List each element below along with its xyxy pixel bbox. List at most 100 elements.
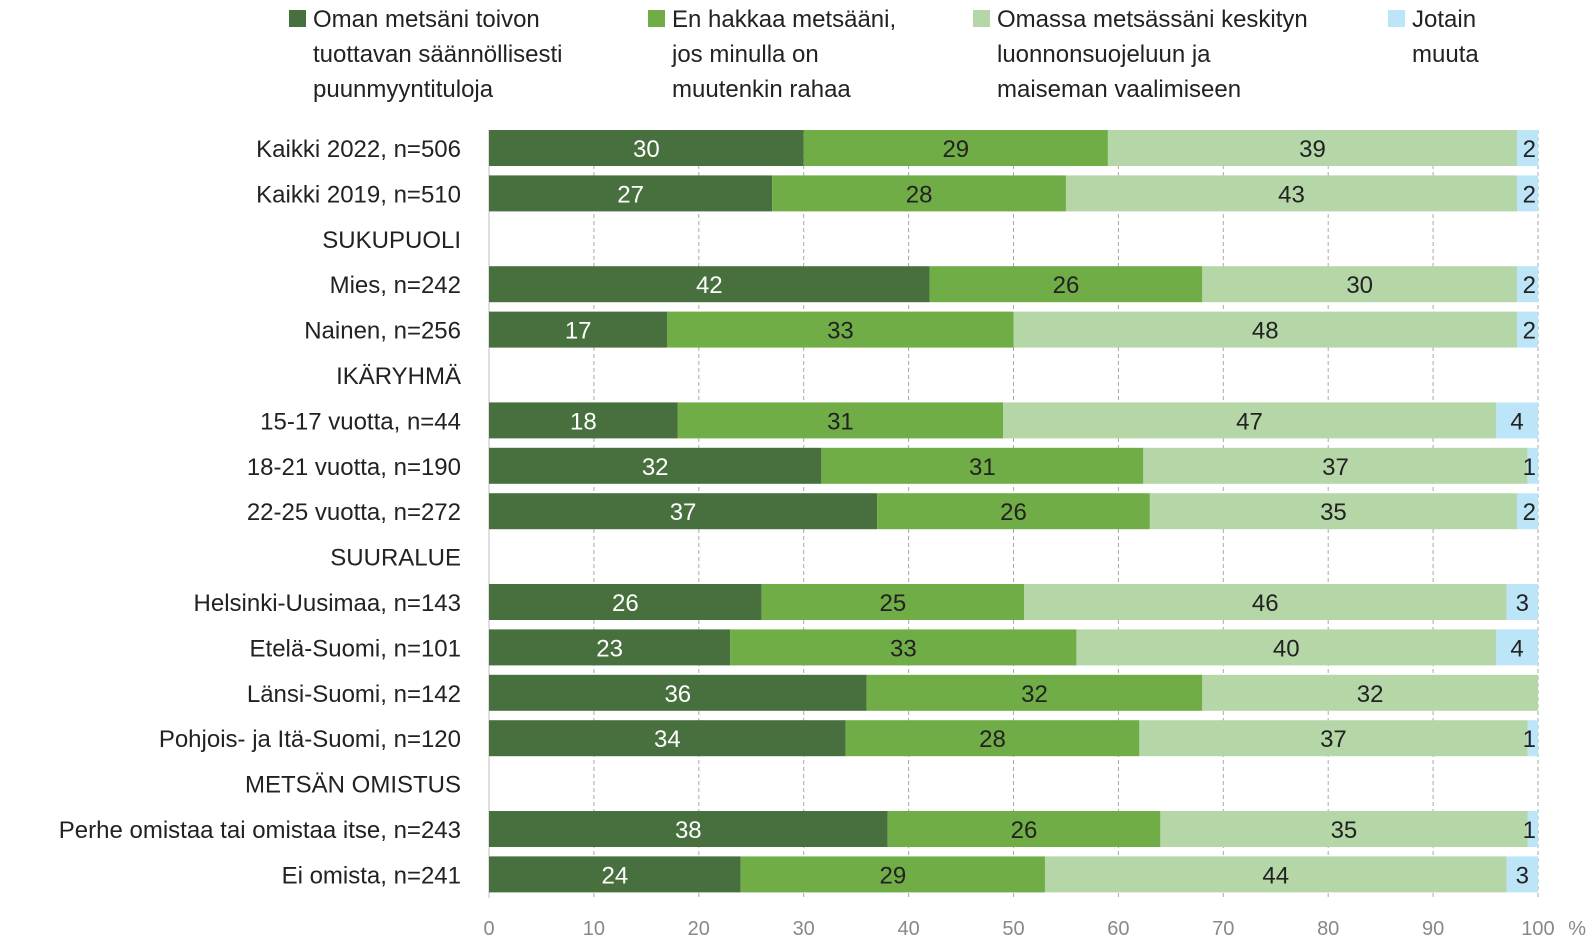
bar-segment-series-3 bbox=[1107, 130, 1518, 166]
value-label-series-3: 35 bbox=[1320, 499, 1347, 526]
value-label-series-2: 31 bbox=[969, 454, 996, 481]
category-label-ei-omista-n-241: Ei omista, n=241 bbox=[282, 862, 461, 889]
bar-row-kaikki-2022-n-506: 30 29 39 2 bbox=[489, 130, 1538, 166]
legend-swatch-4 bbox=[1388, 10, 1405, 27]
legend-item-2: En hakkaa metsääni, jos minulla on muutenk… bbox=[648, 6, 896, 103]
value-label-series-3: 37 bbox=[1322, 454, 1349, 481]
category-label-perhe-omistaa-tai-omistaa-itse-n-243: Perhe omistaa tai omistaa itse, n=243 bbox=[59, 817, 461, 844]
value-label-series-2: 29 bbox=[942, 136, 969, 163]
bar-segment-series-2 bbox=[845, 720, 1140, 757]
bar-segment-series-1 bbox=[489, 447, 822, 484]
bar-segment-series-3 bbox=[1076, 629, 1497, 666]
legend-item-1: Oman metsäni toivon tuottavan säännöllise… bbox=[289, 6, 563, 103]
bar-segment-series-3 bbox=[1023, 584, 1507, 620]
x-tick-label-20: 20 bbox=[688, 918, 710, 940]
value-label-series-2: 26 bbox=[1053, 272, 1080, 299]
x-tick-label-30: 30 bbox=[793, 918, 815, 940]
legend: Oman metsäni toivon tuottavan säännöllise… bbox=[289, 6, 1479, 103]
value-label-series-2: 31 bbox=[827, 408, 854, 435]
category-label-22-25-vuotta-n-272: 22-25 vuotta, n=272 bbox=[247, 499, 461, 526]
value-label-series-1: 23 bbox=[596, 635, 623, 662]
value-label-series-3: 44 bbox=[1262, 862, 1289, 889]
value-label-series-3: 39 bbox=[1299, 136, 1326, 163]
bars: 30 29 39 227 28 43 242 26 30 217 33 48 218 31 47 432 31 3… bbox=[489, 130, 1538, 893]
bar-segment-series-1 bbox=[489, 493, 878, 530]
bar-row-22-25-vuotta-n-272: 37 26 35 2 bbox=[489, 493, 1538, 530]
x-axis-unit: % bbox=[1568, 918, 1586, 940]
x-tick-label-50: 50 bbox=[1002, 918, 1024, 940]
legend-swatch-2 bbox=[648, 10, 665, 27]
bar-row-perhe-omistaa-tai-omistaa-itse-n-243: 38 26 35 1 bbox=[489, 811, 1538, 847]
legend-label-3-line-3: maiseman vaalimiseen bbox=[997, 76, 1241, 103]
legend-label-1-line-3: puunmyyntituloja bbox=[313, 76, 494, 103]
bar-segment-series-2 bbox=[866, 674, 1203, 711]
value-label-series-4: 2 bbox=[1523, 318, 1536, 345]
value-label-series-2: 26 bbox=[1011, 817, 1038, 844]
value-label-series-3: 40 bbox=[1273, 635, 1300, 662]
bar-segment-series-4 bbox=[1517, 311, 1538, 348]
bar-segment-series-3 bbox=[1065, 175, 1518, 212]
value-label-series-3: 37 bbox=[1320, 726, 1347, 753]
legend-swatch-3 bbox=[973, 10, 990, 27]
bar-row-nainen-n-256: 17 33 48 2 bbox=[489, 311, 1538, 348]
category-label-kaikki-2022-n-506: Kaikki 2022, n=506 bbox=[256, 136, 461, 163]
value-label-series-4: 4 bbox=[1510, 408, 1523, 435]
bar-segment-series-4 bbox=[1506, 856, 1538, 893]
value-label-series-2: 32 bbox=[1021, 681, 1048, 708]
bar-segment-series-4 bbox=[1496, 402, 1538, 439]
bar-row-15-17-vuotta-n-44: 18 31 47 4 bbox=[489, 402, 1538, 439]
bar-segment-series-4 bbox=[1506, 584, 1538, 620]
value-label-series-1: 32 bbox=[642, 454, 669, 481]
value-label-series-4: 3 bbox=[1516, 862, 1529, 889]
category-label-helsinki-uusimaa-n-143: Helsinki-Uusimaa, n=143 bbox=[194, 590, 461, 617]
category-label-kaikki-2019-n-510: Kaikki 2019, n=510 bbox=[256, 181, 461, 208]
value-label-series-3: 46 bbox=[1252, 590, 1279, 617]
bar-segment-series-3 bbox=[1143, 447, 1528, 484]
bar-segment-series-1 bbox=[489, 311, 668, 348]
category-label-pohjois-ja-ita-suomi-n-120: Pohjois- ja Itä-Suomi, n=120 bbox=[159, 726, 461, 753]
x-tick-label-70: 70 bbox=[1212, 918, 1234, 940]
bar-segment-series-1 bbox=[489, 720, 846, 757]
value-label-series-1: 38 bbox=[675, 817, 702, 844]
x-tick-label-10: 10 bbox=[583, 918, 605, 940]
value-label-series-2: 28 bbox=[906, 181, 933, 208]
legend-item-3: Omassa metsässäni keskityn luonnonsuojelu… bbox=[973, 6, 1308, 103]
value-label-series-2: 28 bbox=[979, 726, 1006, 753]
bar-segment-series-2 bbox=[929, 266, 1203, 303]
bar-segment-series-3 bbox=[1013, 311, 1518, 348]
bar-row-mies-n-242: 42 26 30 2 bbox=[489, 266, 1538, 303]
x-tick-label-60: 60 bbox=[1107, 918, 1129, 940]
legend-label-3-line-2: luonnonsuojeluun ja bbox=[997, 41, 1211, 68]
value-label-series-4: 4 bbox=[1510, 635, 1523, 662]
bar-segment-series-2 bbox=[877, 493, 1150, 530]
bar-segment-series-1 bbox=[489, 629, 731, 666]
bar-segment-series-1 bbox=[489, 402, 678, 439]
bar-segment-series-4 bbox=[1527, 811, 1538, 847]
legend-swatch-1 bbox=[289, 10, 306, 27]
legend-item-4: Jotain muuta bbox=[1388, 6, 1479, 68]
value-label-series-4: 2 bbox=[1523, 136, 1536, 163]
value-label-series-2: 33 bbox=[827, 318, 854, 345]
value-label-series-1: 27 bbox=[617, 181, 644, 208]
bar-row-kaikki-2019-n-510: 27 28 43 2 bbox=[489, 175, 1538, 212]
x-tick-label-90: 90 bbox=[1422, 918, 1444, 940]
value-label-series-1: 24 bbox=[602, 862, 629, 889]
x-axis-ticks: 0 10 20 30 40 50 60 70 80 90 100% bbox=[483, 918, 1586, 940]
value-label-series-1: 26 bbox=[612, 590, 639, 617]
value-label-series-4: 1 bbox=[1523, 726, 1536, 753]
bar-segment-series-3 bbox=[1160, 811, 1528, 847]
value-label-series-3: 47 bbox=[1236, 408, 1263, 435]
bar-segment-series-2 bbox=[677, 402, 1004, 439]
legend-label-2-line-2: jos minulla on bbox=[671, 41, 819, 68]
bar-segment-series-4 bbox=[1527, 447, 1538, 484]
legend-label-1-line-2: tuottavan säännöllisesti bbox=[313, 41, 563, 68]
bar-segment-series-3 bbox=[1202, 674, 1538, 711]
bar-row-lansi-suomi-n-142: 36 32 32 bbox=[489, 674, 1538, 711]
category-label-lansi-suomi-n-142: Länsi-Suomi, n=142 bbox=[247, 681, 461, 708]
bar-segment-series-2 bbox=[887, 811, 1161, 847]
bar-segment-series-3 bbox=[1044, 856, 1507, 893]
value-label-series-2: 33 bbox=[890, 635, 917, 662]
bar-segment-series-3 bbox=[1202, 266, 1518, 303]
gridlines bbox=[488, 130, 1539, 898]
